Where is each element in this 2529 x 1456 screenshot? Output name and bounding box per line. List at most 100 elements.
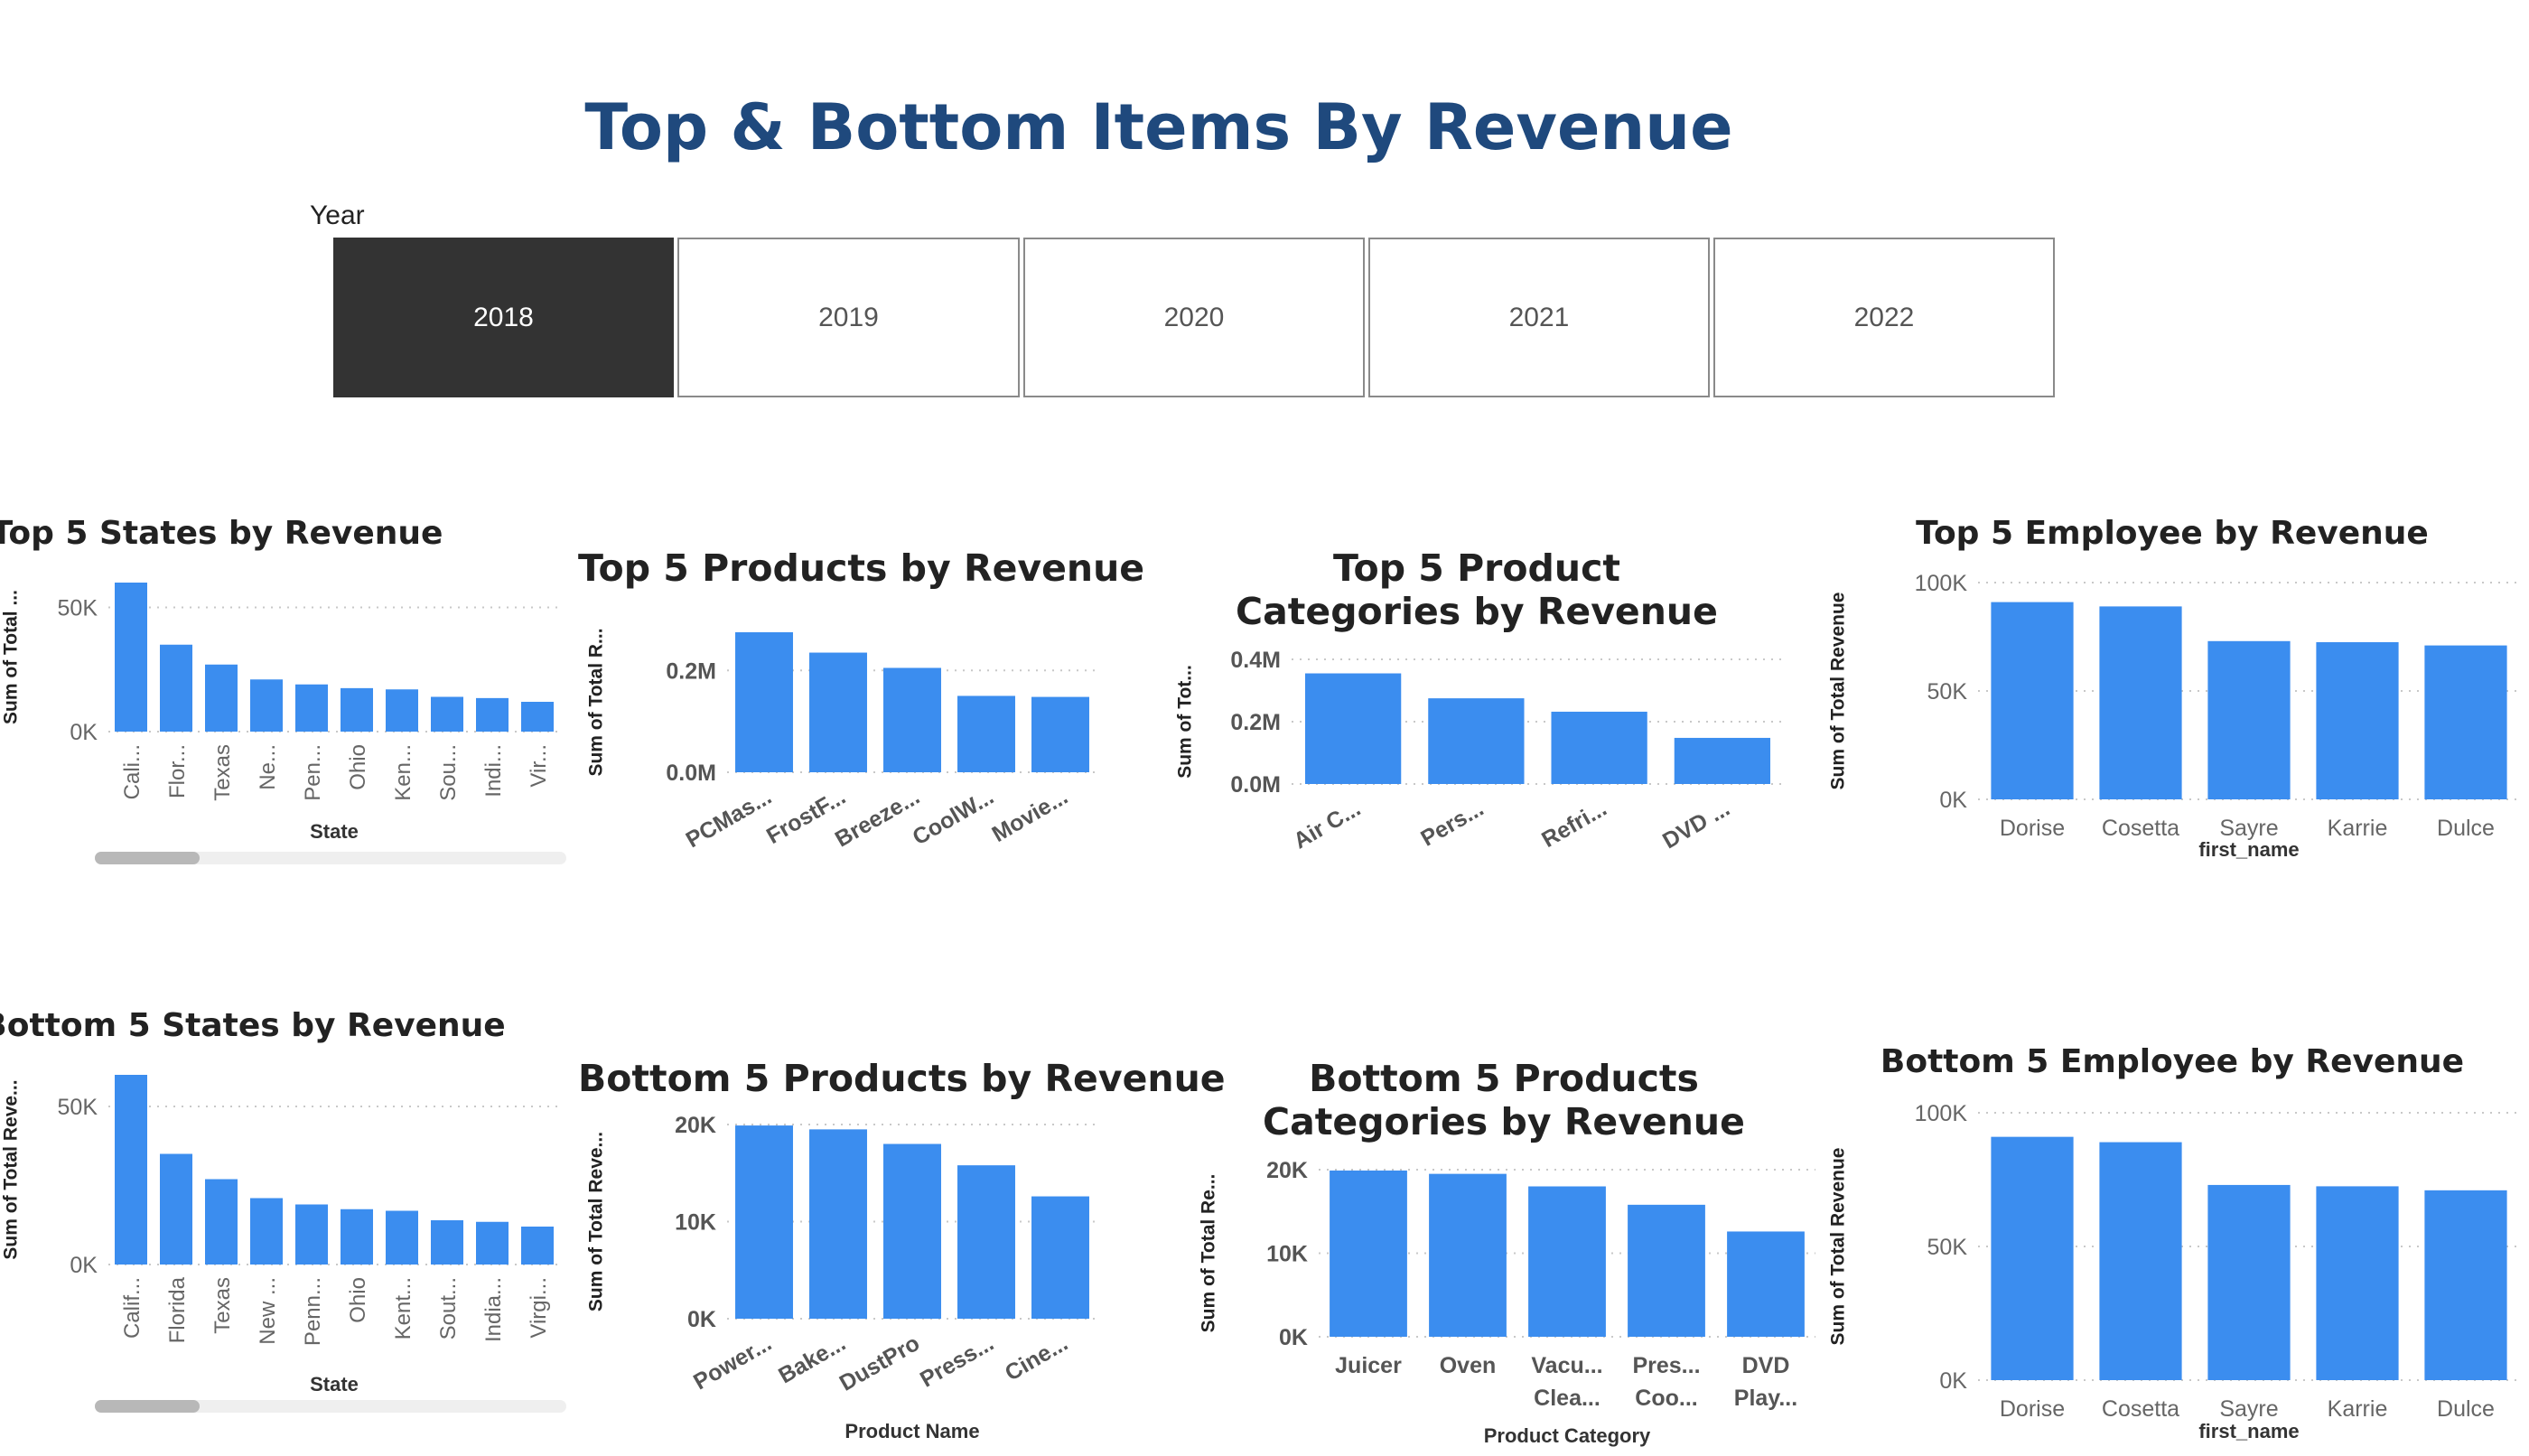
- x-tick-label: India...: [481, 1277, 506, 1342]
- y-axis-title: Sum of Total Reve...: [586, 1132, 607, 1311]
- y-tick-label: 0.2M: [666, 658, 716, 684]
- x-tick-label: Cosetta: [2102, 816, 2179, 841]
- scrollbar-thumb[interactable]: [95, 852, 200, 864]
- x-tick-label: Sou...: [436, 744, 461, 801]
- x-tick-label: Ohio: [346, 744, 370, 790]
- bar: [205, 664, 238, 732]
- x-tick-label: Refri...: [1537, 796, 1610, 853]
- bar: [1528, 1186, 1606, 1337]
- y-tick-label: 10K: [675, 1210, 716, 1236]
- bar: [160, 1153, 192, 1265]
- bar: [160, 644, 192, 732]
- y-axis-title: Sum of Total Reve...: [1, 1079, 22, 1259]
- y-tick-label: 100K: [1915, 1101, 1968, 1126]
- year-option-2020[interactable]: 2020: [1023, 238, 1365, 397]
- x-tick-label: Pen...: [301, 744, 325, 801]
- bottom-categories-chart: Bottom 5 Products Categories by Revenue …: [1183, 1052, 1824, 1450]
- top-states-plot: 0K 50K Cali... Flor... Texas Ne... Pen... Ohio K…: [1, 583, 560, 843]
- year-option-2019[interactable]: 2019: [677, 238, 1020, 397]
- top-employees-chart: Top 5 Employee by Revenue 0K 50K 100K Doris…: [1815, 510, 2529, 890]
- bar: [115, 1075, 147, 1265]
- x-tick-label: DustPro: [835, 1330, 924, 1396]
- bar: [1304, 673, 1402, 784]
- chart-title: Bottom 5 Employee by Revenue: [1880, 1043, 2465, 1080]
- bar: [1991, 1136, 2074, 1380]
- horizontal-scrollbar[interactable]: [95, 1400, 566, 1413]
- y-tick-label: 50K: [58, 1095, 98, 1120]
- chart-title: Bottom 5 States by Revenue: [0, 1007, 506, 1044]
- x-tick-label: Penn...: [301, 1277, 325, 1346]
- x-axis-title: first_name: [2198, 1420, 2299, 1442]
- x-tick-label: Indi...: [481, 744, 506, 798]
- year-option-2022[interactable]: 2022: [1713, 238, 2055, 397]
- chart-title: Bottom 5 Products by Revenue: [578, 1057, 1226, 1100]
- x-tick-label: Texas: [210, 744, 235, 801]
- top-products-plot: 0.0M0.2MPCMas...FrostF...Breeze...CoolW.…: [586, 628, 1097, 853]
- y-tick-label: 0.0M: [1230, 772, 1281, 798]
- x-axis-title: first_name: [2198, 838, 2299, 861]
- x-tick-label: Pers...: [1416, 796, 1488, 852]
- bar: [735, 632, 793, 772]
- horizontal-scrollbar[interactable]: [95, 852, 566, 864]
- y-tick-label: 0.2M: [1230, 710, 1281, 735]
- x-axis-title: Product Name: [845, 1420, 979, 1442]
- bar: [883, 1143, 941, 1319]
- y-tick-label: 0.4M: [1230, 648, 1281, 673]
- x-tick-label: Oven: [1440, 1353, 1497, 1378]
- y-axis-title: Sum of Tot...: [1175, 665, 1196, 779]
- bar: [883, 667, 941, 772]
- x-tick-label: CoolW...: [909, 784, 998, 851]
- bar: [431, 696, 463, 732]
- bar: [809, 652, 867, 772]
- x-tick-label: Kent...: [391, 1277, 415, 1339]
- x-tick-label: Florida: [165, 1276, 190, 1343]
- x-tick-label: Air C...: [1289, 796, 1365, 854]
- chart-title: Top 5 Employee by Revenue: [1916, 515, 2429, 552]
- year-slicer-label: Year: [310, 201, 365, 230]
- bar: [2424, 1190, 2507, 1380]
- y-tick-label: 0.0M: [666, 761, 716, 786]
- bottom-states-plot: 0K 50K Calif... Florida Texas New ... Penn... O…: [1, 1075, 560, 1395]
- bar: [521, 1227, 554, 1265]
- bar: [809, 1129, 867, 1319]
- bar: [205, 1179, 238, 1265]
- x-tick-label: Karrie: [2328, 816, 2388, 841]
- x-tick-label: Press...: [916, 1330, 998, 1393]
- bar: [2207, 1184, 2291, 1380]
- bar: [1429, 1173, 1507, 1337]
- y-tick-label: 100K: [1915, 571, 1968, 596]
- scrollbar-thumb[interactable]: [95, 1400, 200, 1413]
- bar: [341, 1209, 373, 1265]
- x-tick-label: Ohio: [346, 1277, 370, 1323]
- year-option-2021[interactable]: 2021: [1368, 238, 1710, 397]
- bar: [431, 1220, 463, 1265]
- bar: [115, 583, 147, 732]
- x-tick-label: Cosetta: [2102, 1396, 2179, 1422]
- x-axis-title: State: [310, 1373, 359, 1395]
- y-axis-title: Sum of Total R...: [586, 628, 607, 776]
- bottom-categories-plot: 0K 10K 20K Juicer Oven Vacu... Clea... Pres... C…: [1199, 1158, 1815, 1447]
- x-tick-label: Vir...: [527, 744, 551, 788]
- x-tick-label: Dorise: [2000, 816, 2065, 841]
- x-tick-label: Cali...: [120, 744, 145, 799]
- x-tick-label: Ne...: [256, 744, 280, 790]
- x-tick-label: Karrie: [2328, 1396, 2388, 1422]
- bar: [1031, 696, 1089, 772]
- x-tick-label: Dulce: [2437, 1396, 2495, 1422]
- bar: [386, 1210, 418, 1265]
- x-axis-title: State: [310, 820, 359, 843]
- bar: [476, 697, 509, 732]
- year-option-2018[interactable]: 2018: [333, 238, 674, 397]
- y-tick-label: 50K: [1927, 679, 1968, 705]
- bottom-employees-chart: Bottom 5 Employee by Revenue 0K 50K 100K Do…: [1815, 1039, 2529, 1450]
- bar: [521, 702, 554, 732]
- x-tick-label: New ...: [256, 1277, 280, 1345]
- chart-title: Top 5 Products by Revenue: [578, 546, 1145, 590]
- bar: [476, 1221, 509, 1265]
- y-axis-title: Sum of Total Re...: [1199, 1174, 1219, 1333]
- x-tick-label: PCMas...: [682, 784, 776, 853]
- bar: [957, 1165, 1015, 1319]
- bar: [957, 695, 1015, 772]
- y-tick-label: 0K: [70, 1253, 98, 1278]
